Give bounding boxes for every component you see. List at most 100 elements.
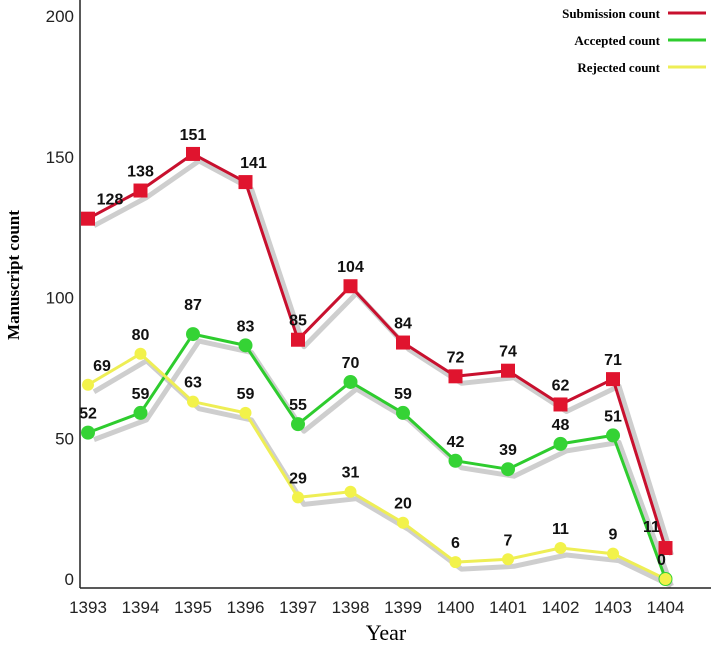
square-marker: [553, 397, 568, 412]
y-tick-label: 200: [46, 7, 74, 26]
circle-marker: [238, 338, 253, 353]
square-marker: [343, 279, 358, 294]
y-tick-labels: 0 50 100 150 200: [46, 7, 74, 589]
data-label: 80: [132, 327, 150, 344]
data-label: 52: [79, 406, 97, 423]
data-label: 11: [643, 519, 660, 536]
x-tick-label: 1396: [227, 598, 265, 617]
data-label: 51: [604, 408, 622, 425]
data-label: 39: [499, 442, 517, 459]
circle-marker: [186, 327, 200, 342]
circle-marker: [239, 406, 252, 419]
square-marker: [186, 146, 200, 161]
x-tick-label: 1393: [69, 598, 107, 617]
data-label: 55: [289, 397, 307, 414]
data-label: 72: [447, 349, 465, 366]
data-label: 0: [657, 552, 666, 569]
data-label: 69: [93, 358, 111, 375]
data-label: 59: [394, 386, 412, 403]
x-tick-label: 1403: [594, 598, 632, 617]
series-shadow: [92, 358, 673, 589]
data-label: 151: [180, 127, 207, 144]
circle-marker: [344, 485, 357, 498]
data-label: 104: [337, 259, 364, 276]
y-tick-label: 150: [46, 148, 74, 167]
y-axis-title: Manuscript count: [4, 210, 23, 340]
series-line: [87, 152, 667, 549]
circle-marker: [449, 556, 462, 569]
series-shadow: [92, 158, 674, 556]
data-label: 138: [127, 164, 154, 181]
data-label: 128: [97, 192, 124, 209]
data-label: 141: [240, 155, 267, 172]
circle-marker: [502, 553, 514, 566]
circle-marker: [659, 573, 672, 585]
series-line: [87, 332, 667, 580]
square-marker: [81, 211, 95, 226]
series-shadows: [92, 158, 674, 589]
square-marker: [238, 175, 253, 190]
circle-marker: [607, 547, 619, 560]
data-label: 42: [447, 434, 465, 451]
x-tick-label: 1398: [332, 598, 370, 617]
legend-label: Rejected count: [577, 60, 660, 75]
x-tick-label: 1394: [122, 598, 160, 617]
series-lines: [87, 152, 667, 581]
square-marker: [291, 332, 305, 347]
circle-marker: [553, 436, 568, 451]
x-axis-title: Year: [366, 620, 407, 645]
data-label: 7: [504, 532, 513, 549]
x-tick-label: 1399: [384, 598, 422, 617]
circle-marker: [501, 462, 515, 477]
series-shadow: [93, 338, 674, 587]
circle-marker: [292, 491, 304, 504]
circle-marker: [81, 425, 95, 440]
circle-marker: [134, 347, 147, 360]
circle-marker: [396, 405, 410, 420]
data-label: 70: [342, 355, 360, 372]
legend: Submission count Accepted count Rejected c…: [562, 6, 706, 75]
x-tick-label: 1397: [279, 598, 317, 617]
square-marker: [606, 372, 620, 387]
data-label: 11: [552, 521, 569, 538]
y-tick-label: 0: [65, 570, 74, 589]
circle-marker: [343, 374, 358, 389]
circle-marker: [133, 405, 148, 420]
data-label: 84: [394, 316, 412, 333]
x-tick-label: 1400: [437, 598, 475, 617]
legend-label: Accepted count: [574, 33, 660, 48]
data-label: 9: [609, 527, 618, 544]
data-label: 59: [132, 386, 150, 403]
circle-marker: [606, 428, 620, 443]
series-line: [87, 352, 667, 581]
square-marker: [658, 541, 673, 556]
data-label: 62: [552, 377, 570, 394]
circle-marker: [397, 516, 409, 529]
legend-label: Submission count: [562, 6, 661, 21]
square-marker: [448, 369, 463, 384]
x-tick-label: 1395: [174, 598, 212, 617]
x-tick-labels: 1393 1394 1395 1396 1397 1398 1399 1400 1401 1402…: [69, 598, 684, 617]
data-label: 63: [184, 375, 202, 392]
data-label: 48: [552, 417, 570, 434]
circle-marker: [82, 378, 94, 391]
data-label: 31: [342, 465, 360, 482]
circle-marker: [554, 542, 567, 555]
data-label: 59: [237, 386, 255, 403]
data-label: 74: [499, 344, 517, 361]
x-tick-label: 1402: [542, 598, 580, 617]
square-marker: [501, 363, 515, 378]
data-label: 87: [184, 297, 202, 314]
square-marker: [396, 335, 410, 350]
data-label: 29: [289, 470, 307, 487]
circle-marker: [291, 417, 305, 432]
series-markers: [81, 146, 673, 586]
data-label: 83: [237, 318, 255, 335]
circle-marker: [448, 453, 463, 468]
data-label: 85: [289, 313, 307, 330]
x-tick-label: 1404: [647, 598, 685, 617]
data-label: 71: [604, 352, 622, 369]
data-label: 6: [451, 535, 460, 552]
